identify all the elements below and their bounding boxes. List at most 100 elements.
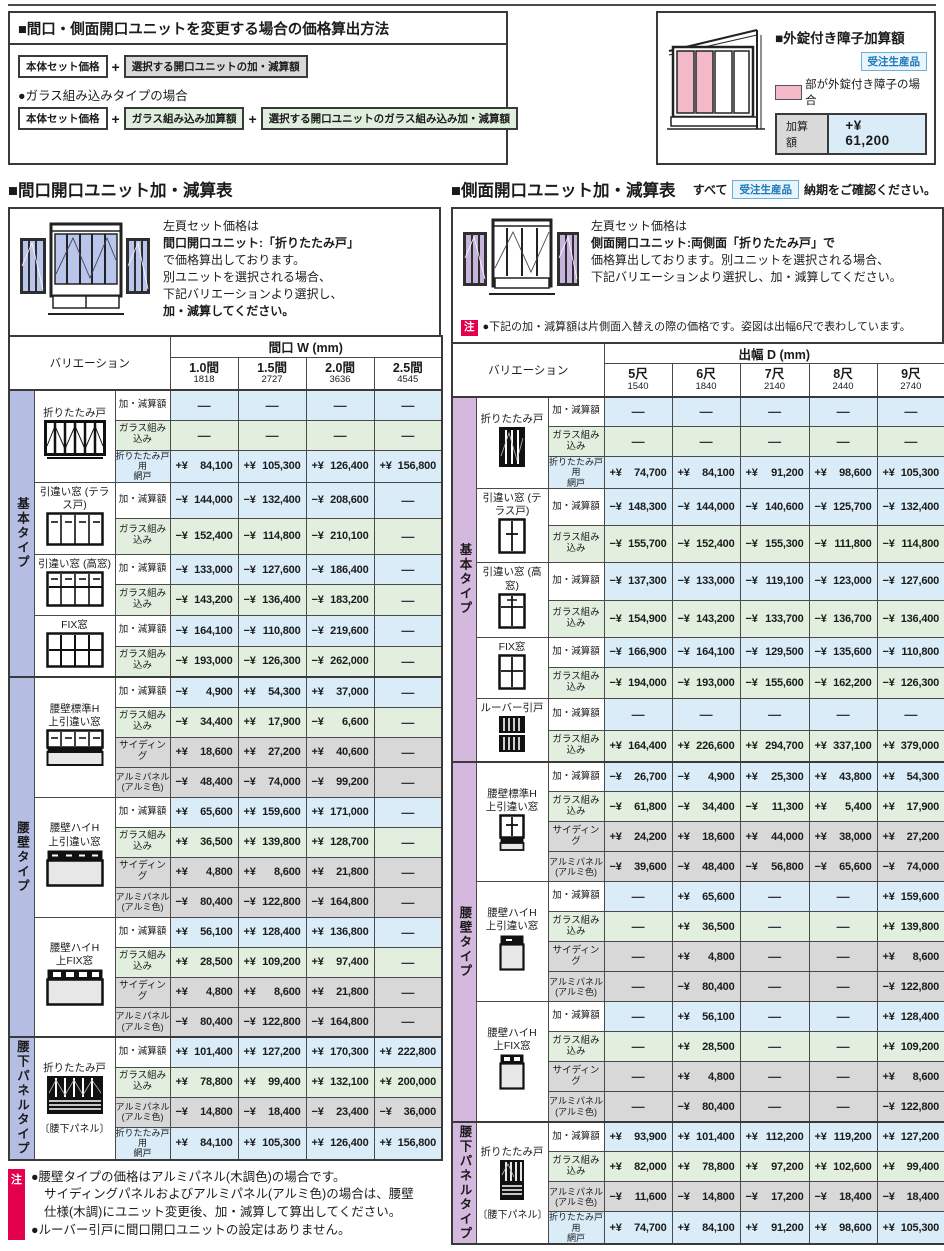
variation-cell: 腰壁標準H 上引違い窓	[475, 760, 549, 883]
price-cell: +¥ 27,200	[237, 736, 307, 768]
price-cell: —	[739, 1001, 810, 1033]
row-label: 加・減算額	[547, 881, 605, 913]
side-opening-table-column: 左頁セット価格は 側面開口ユニット:両側面「折りたたみ戸」で 価格算出しております。…	[451, 207, 944, 1246]
price-cell: −¥ 262,000	[305, 645, 375, 678]
row-label: アルミパネル (アルミ色)	[114, 1096, 171, 1128]
intro-line-5: 下記バリエーションより選択し、	[163, 287, 343, 302]
table-row: アルミパネル (アルミ色) −¥ 80,400 −¥ 122,800 −¥ 164,800—	[9, 1006, 443, 1038]
table-row: サイディング — +¥ 4,800— — +¥ 8,600	[452, 1061, 944, 1093]
outer-lock-shoji-box: ■外錠付き障子加算額 受注生産品 部が外錠付き障子の場合 加算額 +¥ 61,2…	[656, 11, 936, 165]
variation-name: 折りたたみ戸	[480, 1145, 544, 1158]
variation-header: バリエーション	[8, 335, 171, 391]
variation-name: 引違い窓 (高窓)	[38, 557, 111, 570]
price-cell: −¥ 26,700	[603, 760, 673, 793]
front-unit-diagram-icon	[18, 216, 153, 329]
note-line-4: ●ルーバー引戸に間口開口ユニットの設定はありません。	[31, 1222, 351, 1237]
price-cell: −¥ 110,800	[237, 614, 307, 647]
shoji-info-column: ■外錠付き障子加算額 受注生産品 部が外錠付き障子の場合 加算額 +¥ 61,2…	[775, 21, 927, 155]
intro-line-2: 側面開口ユニット:両側面「折りたたみ戸」で	[591, 236, 835, 251]
price-cell: +¥ 84,100	[169, 449, 239, 483]
price-cell: +¥ 36,500	[169, 826, 239, 858]
size-column-header: 2.5間 4545	[373, 356, 443, 391]
price-cell: —	[808, 1061, 878, 1093]
row-label: ガラス組み込み	[547, 911, 605, 943]
price-cell: +¥ 56,100	[169, 916, 239, 948]
price-cell: +¥ 294,700	[739, 729, 810, 763]
price-cell: —	[373, 419, 443, 451]
type-group-label: 基本タイプ	[8, 388, 35, 678]
made-to-order-badge: 受注生産品	[860, 52, 927, 71]
row-label: 加・減算額	[114, 614, 171, 647]
right-intro-box: 左頁セット価格は 側面開口ユニット:両側面「折りたたみ戸」で 価格算出しております。…	[451, 207, 944, 344]
price-cell: +¥ 170,300	[305, 1036, 375, 1068]
price-cell: −¥ 61,800	[603, 791, 673, 823]
row-label: 加・減算額	[547, 1001, 605, 1033]
variation-cell: FIX窓	[33, 614, 116, 678]
price-cell: −¥ 164,100	[169, 614, 239, 647]
price-cell: −¥ 14,800	[671, 1181, 741, 1213]
price-cell: —	[373, 706, 443, 738]
row-label: 加・減算額	[114, 676, 171, 708]
price-cell: +¥ 156,800	[373, 449, 443, 483]
price-cell: —	[739, 426, 810, 458]
price-cell: −¥ 143,200	[169, 584, 239, 616]
table-row: 引違い窓 (高窓) 加・減算額 −¥ 137,300 −¥ 133,000 −¥ 119,1…	[452, 562, 944, 638]
price-cell: —	[603, 941, 673, 973]
price-cell: +¥ 74,700	[603, 1211, 673, 1245]
price-cell: −¥ 18,400	[876, 1181, 944, 1213]
price-cell: +¥ 38,000	[808, 821, 878, 853]
price-cell: —	[373, 946, 443, 978]
price-cell: +¥ 18,600	[671, 821, 741, 853]
table-row: ガラス組み込み −¥ 155,700 −¥ 152,400 −¥ 155,300 −¥ 111,…	[452, 525, 944, 564]
row-label: 加・減算額	[547, 1120, 605, 1153]
price-cell: −¥ 186,400	[305, 553, 375, 586]
price-cell: −¥ 133,000	[671, 562, 741, 601]
price-cell: +¥ 74,700	[603, 456, 673, 490]
price-cell: +¥ 17,900	[876, 791, 944, 823]
price-cell: −¥ 154,900	[603, 599, 673, 638]
price-cell: +¥ 84,100	[671, 1211, 741, 1245]
price-cell: +¥ 105,300	[876, 456, 944, 490]
price-cell: −¥ 194,000	[603, 667, 673, 699]
variation-cell: ルーバー引戸	[475, 697, 549, 763]
table-row: FIX窓 加・減算額 −¥ 164,100 −¥ 110,800 −¥ 219,600—	[9, 614, 443, 678]
table-row: 基本タイプ 折りたたみ戸 加・減算額 — — — —	[8, 388, 443, 678]
right-intro-note: 注 ●下記の加・減算額は片側面入替えの際の価格です。姿図は出幅6尺で表わしていま…	[461, 320, 934, 336]
price-cell: +¥ 159,600	[237, 796, 307, 828]
price-cell: −¥ 34,400	[671, 791, 741, 823]
chip-base-price-2: 本体セット価格	[18, 107, 108, 130]
size-column-header: 8尺 2440	[808, 363, 878, 398]
row-label: ガラス組み込み	[547, 426, 605, 458]
table-row: FIX窓 加・減算額 −¥ 166,900 −¥ 164,100 −¥ 129,500 −¥ 1…	[452, 636, 944, 699]
intro-line-4: 別ユニットを選択される場合、	[163, 270, 332, 285]
variation-cell: 腰壁ハイH 上引違い窓	[475, 881, 549, 1003]
shoji-price-label: 加算額	[777, 115, 830, 153]
intro-line-4: 下記バリエーションより選択し、加・減算してください。	[591, 270, 902, 285]
row-label: 加・減算額	[114, 1036, 171, 1068]
price-cell: −¥ 144,000	[671, 488, 741, 527]
price-cell: −¥ 4,900	[169, 676, 239, 708]
variation-cell: 引違い窓 (テラス戸)	[33, 481, 116, 555]
price-cell: +¥ 112,200	[739, 1120, 810, 1153]
row-label: サイディング	[547, 941, 605, 973]
type-group-label: 腰壁タイプ	[8, 676, 35, 1038]
row-label: アルミパネル (アルミ色)	[114, 766, 171, 798]
price-cell: +¥ 136,800	[305, 916, 375, 948]
price-cell: −¥ 125,700	[808, 488, 878, 527]
price-cell: +¥ 37,000	[305, 676, 375, 708]
price-cell: −¥ 80,400	[671, 1091, 741, 1123]
price-cell: −¥ 219,600	[305, 614, 375, 647]
price-cell: —	[373, 645, 443, 678]
price-cell: −¥ 74,000	[876, 851, 944, 883]
price-cell: −¥ 18,400	[808, 1181, 878, 1213]
table-row: アルミパネル (アルミ色) — −¥ 80,400— — −¥ 122,800	[452, 971, 944, 1003]
price-cell: +¥ 97,200	[739, 1151, 810, 1183]
table-row: ガラス組み込み −¥ 193,000 −¥ 126,300 −¥ 262,000—	[9, 645, 443, 678]
legend-text: 部が外錠付き障子の場合	[805, 79, 921, 107]
row-label: 加・減算額	[547, 562, 605, 601]
price-cell: —	[373, 796, 443, 828]
table-row: 引違い窓 (テラス戸) 加・減算額 −¥ 144,000 −¥ 132,400 −¥ 208…	[9, 481, 443, 555]
price-method-box: ■間口・側面開口ユニットを変更する場合の価格算出方法 本体セット価格 + 選択す…	[8, 11, 518, 165]
price-cell: —	[739, 971, 810, 1003]
chip-glass-select: 選択する開口ユニットのガラス組み込み加・減算額	[260, 107, 518, 130]
